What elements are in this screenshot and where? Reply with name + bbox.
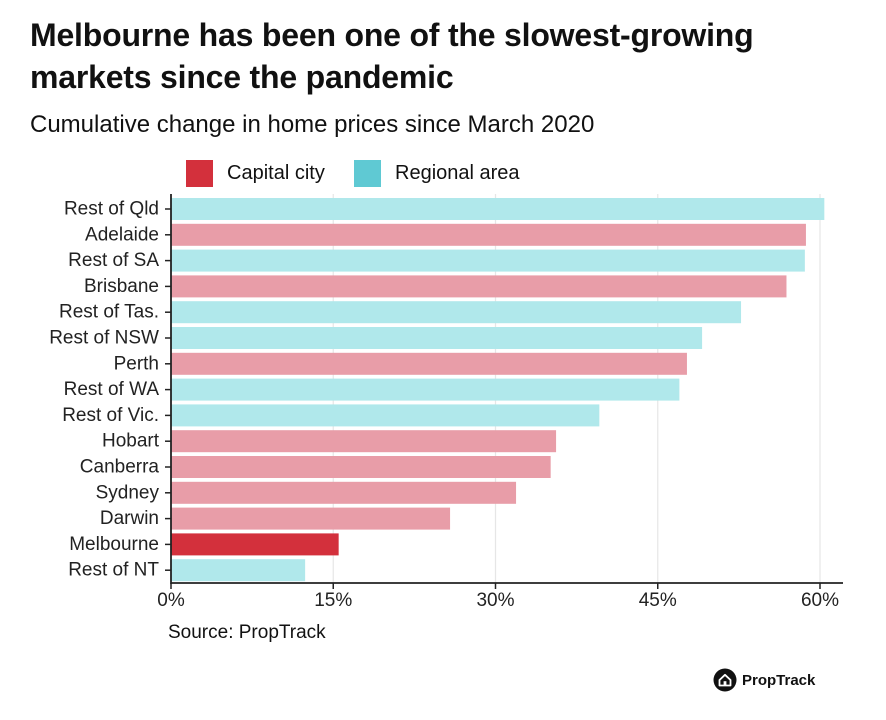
- source-note: Source: PropTrack: [168, 622, 326, 643]
- bar: [171, 249, 805, 272]
- legend-swatch-capital: [186, 159, 213, 187]
- chart-title: Melbourne has been one of the slowest-gr…: [30, 17, 754, 95]
- category-label: Darwin: [100, 508, 159, 529]
- category-label: Sydney: [96, 482, 160, 503]
- x-tick-label: 45%: [639, 590, 677, 611]
- bar: [171, 533, 339, 556]
- legend-label-capital: Capital city: [227, 162, 325, 184]
- bar: [171, 301, 742, 324]
- bar: [171, 456, 551, 478]
- brand-logo: PropTrack: [713, 668, 815, 692]
- bar: [171, 404, 600, 427]
- legend-swatch-regional: [354, 159, 381, 187]
- bar: [171, 223, 806, 246]
- chart-subtitle: Cumulative change in home prices since M…: [30, 111, 595, 138]
- house-icon: [713, 668, 737, 692]
- category-label: Rest of NT: [68, 560, 159, 581]
- bar: [171, 378, 680, 401]
- bar: [171, 507, 451, 530]
- category-label: Hobart: [102, 431, 160, 452]
- category-label: Canberra: [80, 457, 160, 478]
- brand-name: PropTrack: [742, 671, 816, 689]
- x-tick-label: 0%: [157, 590, 185, 611]
- bar-chart: Rest of Qld Adelaide Rest of SA Brisbane Res…: [49, 194, 843, 611]
- category-label: Rest of SA: [68, 250, 159, 271]
- legend-label-regional: Regional area: [395, 162, 520, 184]
- bar: [171, 275, 787, 298]
- bar: [171, 559, 306, 582]
- category-label: Rest of NSW: [49, 328, 159, 349]
- category-label: Rest of WA: [64, 379, 160, 400]
- category-label: Melbourne: [69, 534, 159, 555]
- category-label: Rest of Qld: [64, 199, 159, 220]
- bar: [171, 327, 703, 349]
- x-tick-label: 30%: [476, 590, 514, 611]
- bar: [171, 481, 517, 504]
- bar: [171, 198, 825, 220]
- x-tick-label: 60%: [801, 590, 839, 611]
- bar: [171, 352, 687, 375]
- x-tick-label: 15%: [314, 590, 352, 611]
- category-label: Adelaide: [85, 224, 159, 245]
- bar: [171, 430, 557, 453]
- legend-item-capital: Capital city: [186, 158, 325, 188]
- legend-item-regional: Regional area: [354, 158, 520, 188]
- category-label: Perth: [114, 353, 159, 374]
- category-label: Brisbane: [84, 276, 159, 297]
- category-label: Rest of Tas.: [59, 302, 159, 323]
- category-label: Rest of Vic.: [62, 405, 159, 426]
